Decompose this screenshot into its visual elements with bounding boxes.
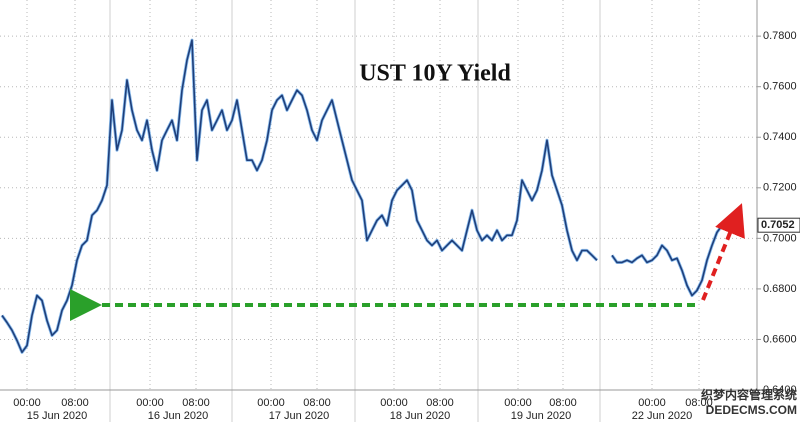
date-label: 15 Jun 2020 [27,410,88,422]
y-tick-label: 0.7200 [763,182,797,194]
plot [0,38,724,354]
y-tick-label: 0.7000 [763,232,797,244]
yield-line [1,39,723,354]
x-tick-label: 08:00 [426,397,454,409]
y-tick-label: 0.6400 [763,384,797,396]
x-tick-label: 00:00 [638,397,666,409]
x-tick-label: 00:00 [504,397,532,409]
watermark: 织梦内容管理系统 [701,387,797,402]
x-tick-label: 00:00 [257,397,285,409]
x-tick-label: 00:00 [136,397,164,409]
labels: 0.6400 0.6600 0.6800 0.7000 0.7200 0.7400 0.76… [13,30,800,422]
last-value-label: 0.7052 [761,219,795,231]
watermark: DEDECMS.COM [706,403,797,417]
x-tick-label: 08:00 [182,397,210,409]
x-tick-label: 08:00 [303,397,331,409]
y-tick-label: 0.7800 [763,30,797,42]
y-tick-label: 0.7600 [763,81,797,93]
date-label: 19 Jun 2020 [511,410,572,422]
x-tick-label: 00:00 [13,397,41,409]
day-separators [109,0,601,422]
chart-title: UST 10Y Yield [359,61,511,87]
x-tick-label: 00:00 [380,397,408,409]
x-tick-label: 08:00 [61,397,89,409]
x-tick-label: 08:00 [685,397,713,409]
date-label: 17 Jun 2020 [269,410,330,422]
y-tick-label: 0.7400 [763,131,797,143]
last-value-box [757,217,800,233]
y-tick-label: 0.6800 [763,283,797,295]
grid [0,0,757,391]
date-label: 16 Jun 2020 [148,410,209,422]
trend-arrow [701,203,745,301]
date-label: 22 Jun 2020 [632,410,693,422]
date-label: 18 Jun 2020 [390,410,451,422]
y-tick-label: 0.6600 [763,333,797,345]
x-tick-label: 08:00 [549,397,577,409]
